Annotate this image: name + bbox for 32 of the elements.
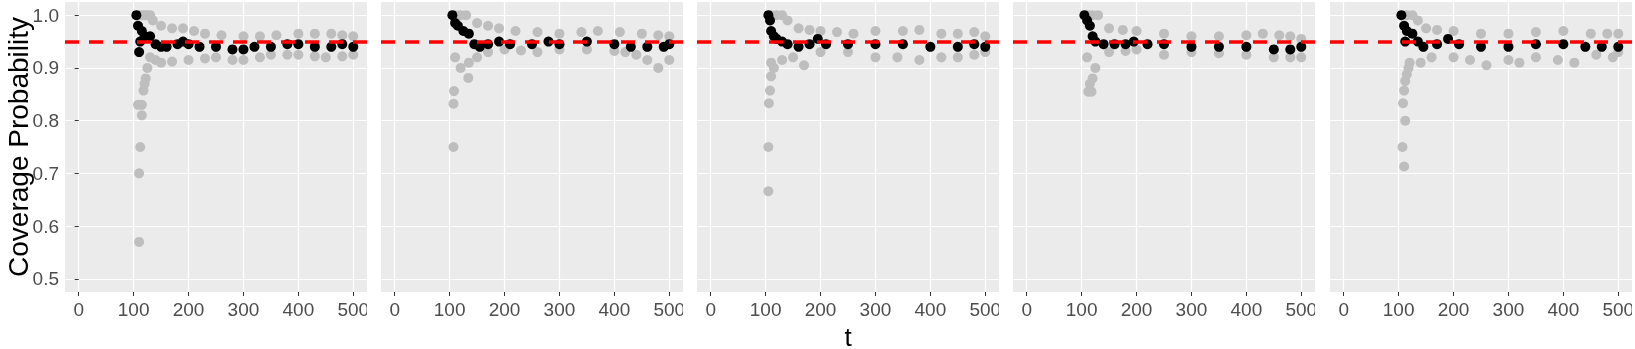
x-tick-label: 0 (705, 299, 717, 320)
x-tick-label: 400 (1230, 299, 1263, 320)
x-tick-label: 400 (282, 299, 315, 320)
y-tick-label: 0.9 (32, 57, 59, 79)
x-tick-label: 400 (1547, 299, 1580, 320)
x-tick-label: 100 (749, 299, 782, 320)
x-tick-label: 100 (117, 299, 150, 320)
x-tick-label: 300 (543, 299, 576, 320)
x-tick-label: 300 (1175, 299, 1208, 320)
x-tick-label: 200 (488, 299, 521, 320)
y-tick-label: 1.0 (32, 4, 59, 26)
x-tick-label: 300 (1492, 299, 1525, 320)
x-tick-label: 0 (1338, 299, 1350, 320)
x-tick-label: 400 (598, 299, 631, 320)
x-tick-label: 100 (1382, 299, 1415, 320)
x-tick-label: 200 (1120, 299, 1153, 320)
x-tick-label: 0 (73, 299, 85, 320)
y-tick-label: 0.6 (32, 215, 59, 237)
x-tick-label: 0 (1021, 299, 1033, 320)
x-tick-label: 100 (433, 299, 466, 320)
x-tick-label: 0 (389, 299, 401, 320)
x-tick-label: 400 (914, 299, 947, 320)
x-tick-label: 100 (1065, 299, 1098, 320)
x-axis-title: t (844, 321, 853, 349)
x-tick-label: 200 (804, 299, 837, 320)
x-tick-label: 200 (1437, 299, 1470, 320)
x-tick-label: 200 (172, 299, 205, 320)
y-axis-title: Coverage Probability (2, 17, 34, 277)
x-tick-label: 300 (227, 299, 260, 320)
y-tick-label: 0.5 (32, 268, 59, 290)
x-tick-label: 300 (859, 299, 892, 320)
y-tick-label: 0.8 (32, 110, 59, 132)
